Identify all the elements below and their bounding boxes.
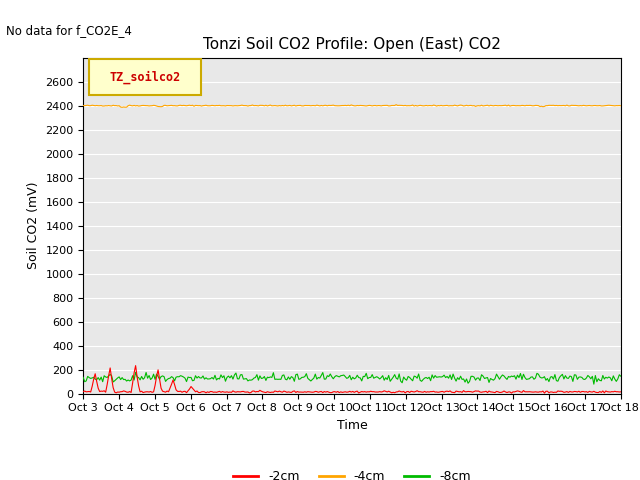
Title: Tonzi Soil CO2 Profile: Open (East) CO2: Tonzi Soil CO2 Profile: Open (East) CO2 bbox=[203, 37, 501, 52]
Text: No data for f_CO2E_4: No data for f_CO2E_4 bbox=[6, 24, 132, 37]
X-axis label: Time: Time bbox=[337, 419, 367, 432]
Text: TZ_soilco2: TZ_soilco2 bbox=[109, 70, 180, 84]
Legend: -2cm, -4cm, -8cm: -2cm, -4cm, -8cm bbox=[228, 465, 476, 480]
FancyBboxPatch shape bbox=[88, 60, 202, 95]
Y-axis label: Soil CO2 (mV): Soil CO2 (mV) bbox=[27, 182, 40, 269]
